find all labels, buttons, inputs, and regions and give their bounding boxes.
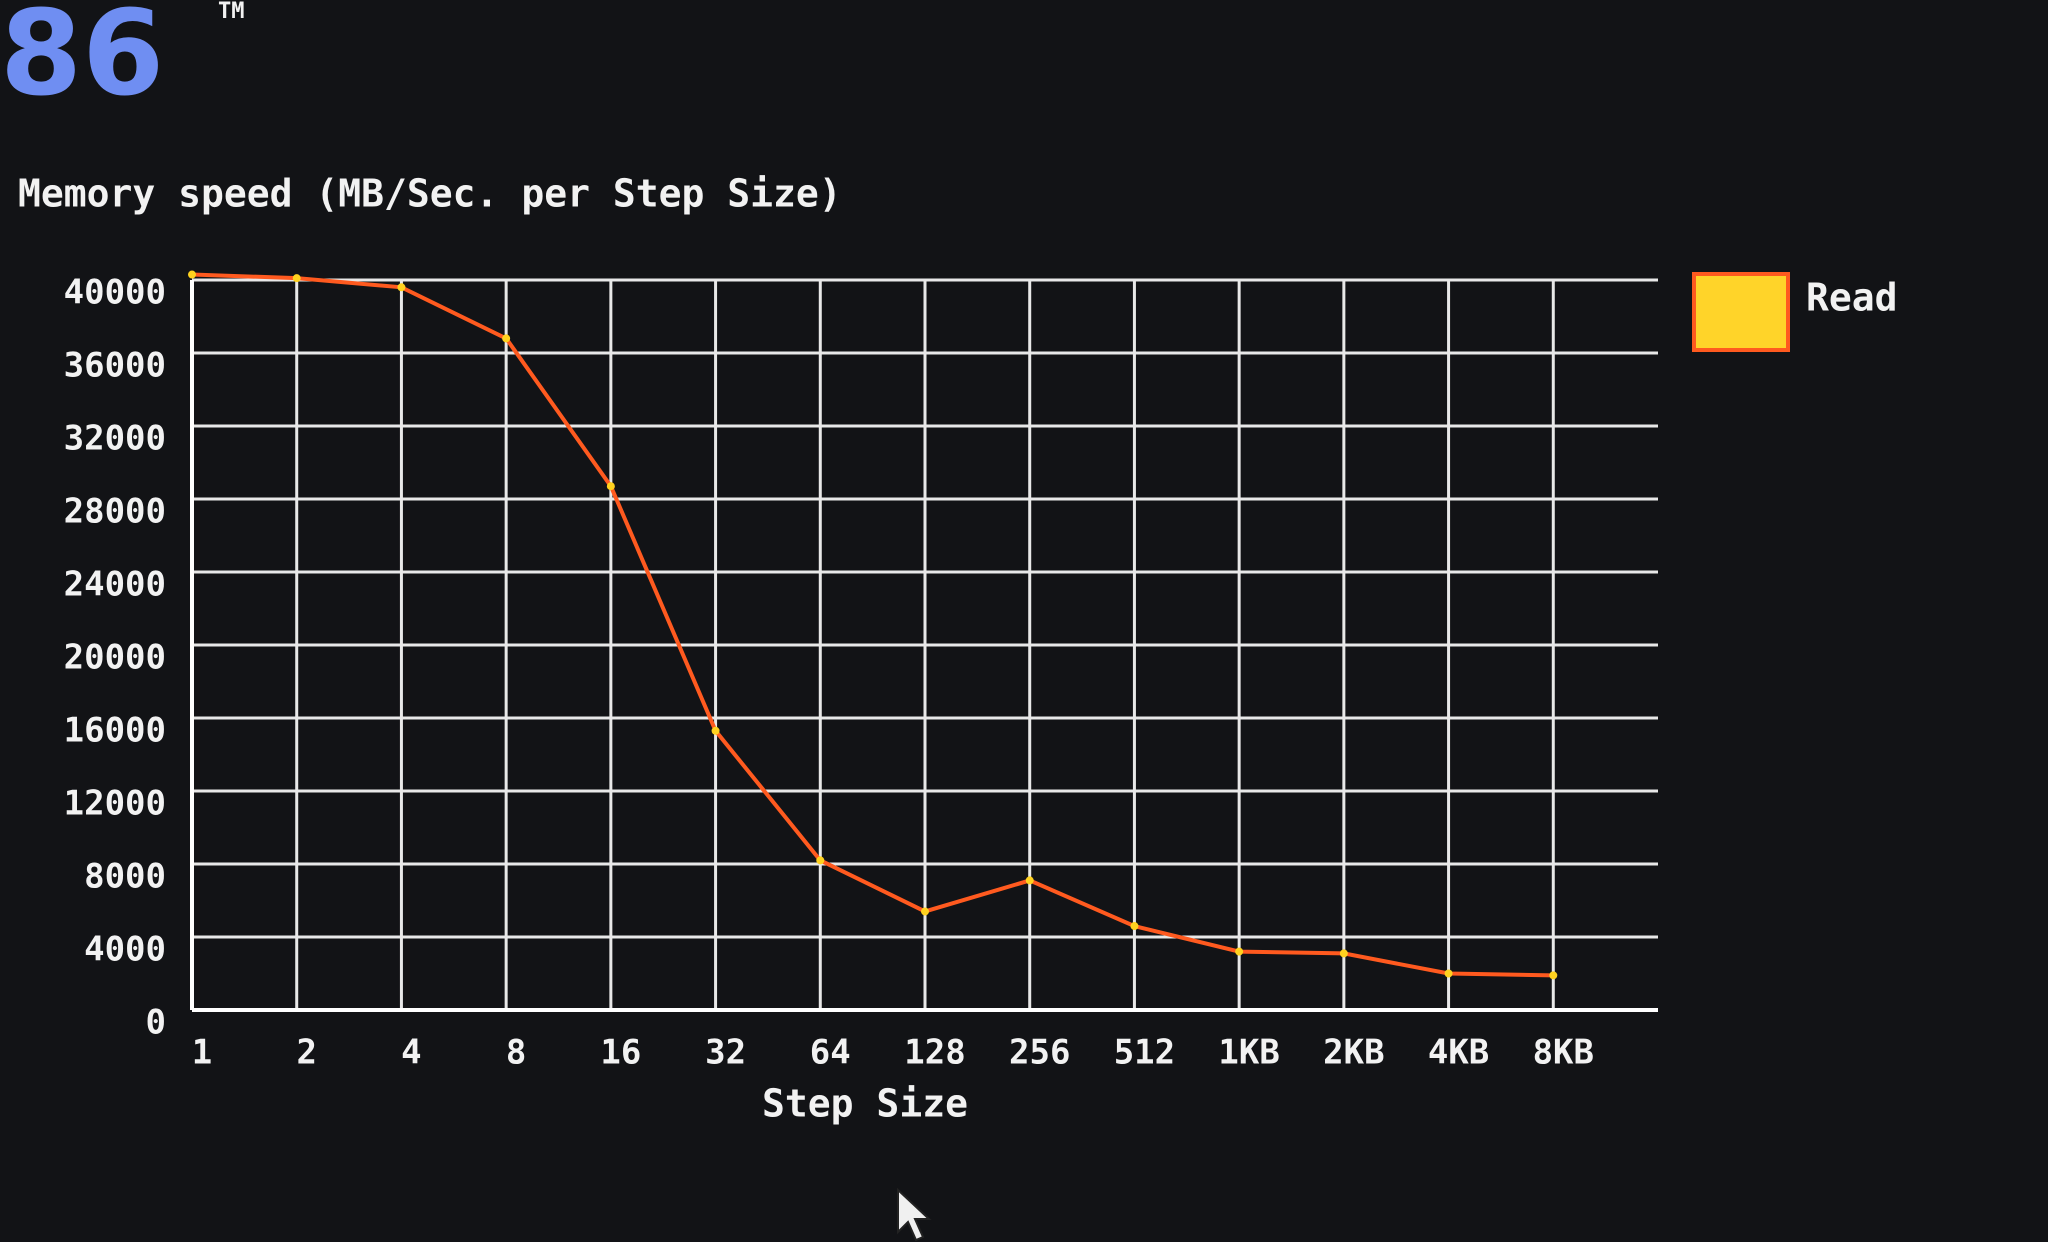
data-point <box>1444 969 1453 978</box>
data-point <box>606 482 615 491</box>
logo: 86 <box>0 0 164 122</box>
legend-label: Read <box>1806 276 1898 320</box>
x-tick-label: 8KB <box>1533 1033 1594 1073</box>
data-point <box>502 334 511 343</box>
x-tick-label: 4KB <box>1428 1033 1489 1073</box>
mouse-cursor <box>897 1187 932 1242</box>
data-point <box>1235 947 1244 956</box>
x-tick-label: 512 <box>1114 1033 1175 1073</box>
y-tick-label: 32000 <box>64 419 166 459</box>
x-tick-label: 4 <box>401 1033 421 1073</box>
legend-swatch <box>1692 272 1790 352</box>
y-tick-label: 12000 <box>64 784 166 824</box>
series-line <box>191 272 1554 978</box>
x-tick-label: 64 <box>810 1033 851 1073</box>
y-tick-label: 8000 <box>84 857 166 897</box>
x-tick-label: 256 <box>1009 1033 1070 1073</box>
y-tick-label: 24000 <box>64 565 166 605</box>
x-tick-label: 1KB <box>1218 1033 1279 1073</box>
x-tick-label: 2 <box>296 1033 316 1073</box>
data-point <box>1025 876 1034 885</box>
x-axis-label: Step Size <box>762 1082 968 1126</box>
x-tick-label: 2KB <box>1323 1033 1384 1073</box>
data-point <box>711 726 720 735</box>
chart-title: Memory speed (MB/Sec. per Step Size) <box>18 172 842 216</box>
x-tick-label: 32 <box>705 1033 746 1073</box>
y-tick-label: 28000 <box>64 492 166 532</box>
x-tick-label: 128 <box>904 1033 965 1073</box>
x-tick-label: 1 <box>192 1033 212 1073</box>
data-point <box>1130 922 1139 931</box>
y-tick-label: 36000 <box>64 346 166 386</box>
x-tick-label: 16 <box>600 1033 641 1073</box>
data-point <box>816 856 825 865</box>
data-point <box>188 270 196 279</box>
data-point <box>1339 949 1348 958</box>
y-tick-label: 0 <box>146 1003 166 1043</box>
data-point <box>921 907 929 916</box>
y-tick-label: 16000 <box>64 711 166 751</box>
y-tick-label: 20000 <box>64 638 166 678</box>
data-point <box>1549 971 1558 980</box>
trademark: TM <box>218 0 245 24</box>
data-point <box>397 283 406 292</box>
y-tick-label: 4000 <box>84 930 166 970</box>
x-tick-label: 8 <box>506 1033 526 1073</box>
y-tick-label: 40000 <box>64 273 166 313</box>
data-point <box>292 274 301 283</box>
